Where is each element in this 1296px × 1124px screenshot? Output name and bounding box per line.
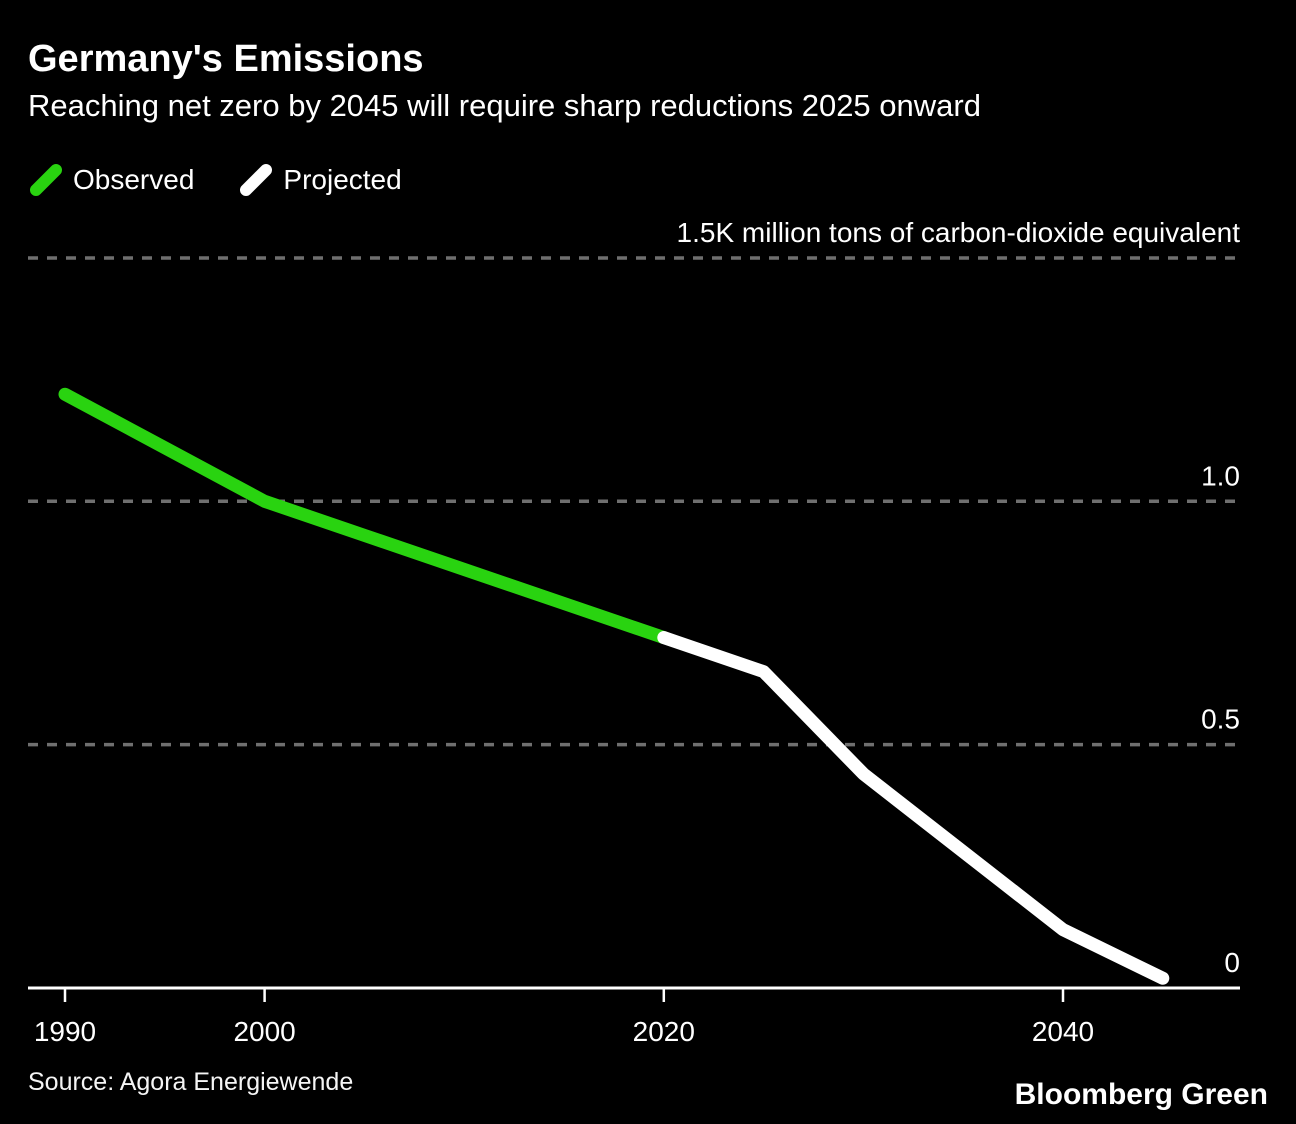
brand-logo: Bloomberg Green xyxy=(1014,1078,1268,1111)
series-line-projected xyxy=(657,631,1170,985)
legend-label-projected: Projected xyxy=(283,164,402,195)
legend-label-observed: Observed xyxy=(73,164,195,195)
x-tick-label-2040: 2040 xyxy=(1032,1016,1094,1047)
x-tick-label-1990: 1990 xyxy=(34,1016,96,1047)
y-tick-label-0: 0 xyxy=(1224,947,1240,978)
page-title: Germany's Emissions xyxy=(28,38,424,80)
y-tick-label-1.5: 1.5K million tons of carbon-dioxide equi… xyxy=(677,217,1241,248)
y-tick-label-0.5: 0.5 xyxy=(1201,704,1240,735)
series-line-observed xyxy=(58,387,671,645)
legend: Observed Projected xyxy=(28,162,402,198)
x-tick-label-2000: 2000 xyxy=(233,1016,295,1047)
observed-line-swatch-icon xyxy=(30,164,62,196)
projected-line-swatch-icon xyxy=(240,164,273,196)
source-note: Source: Agora Energiewende xyxy=(28,1068,354,1096)
legend-item-observed: Observed xyxy=(28,162,194,198)
x-tick-label-2020: 2020 xyxy=(633,1016,695,1047)
y-tick-label-1: 1.0 xyxy=(1201,460,1240,491)
legend-item-projected: Projected xyxy=(238,162,402,198)
chart-subtitle: Reaching net zero by 2045 will require s… xyxy=(28,88,981,123)
